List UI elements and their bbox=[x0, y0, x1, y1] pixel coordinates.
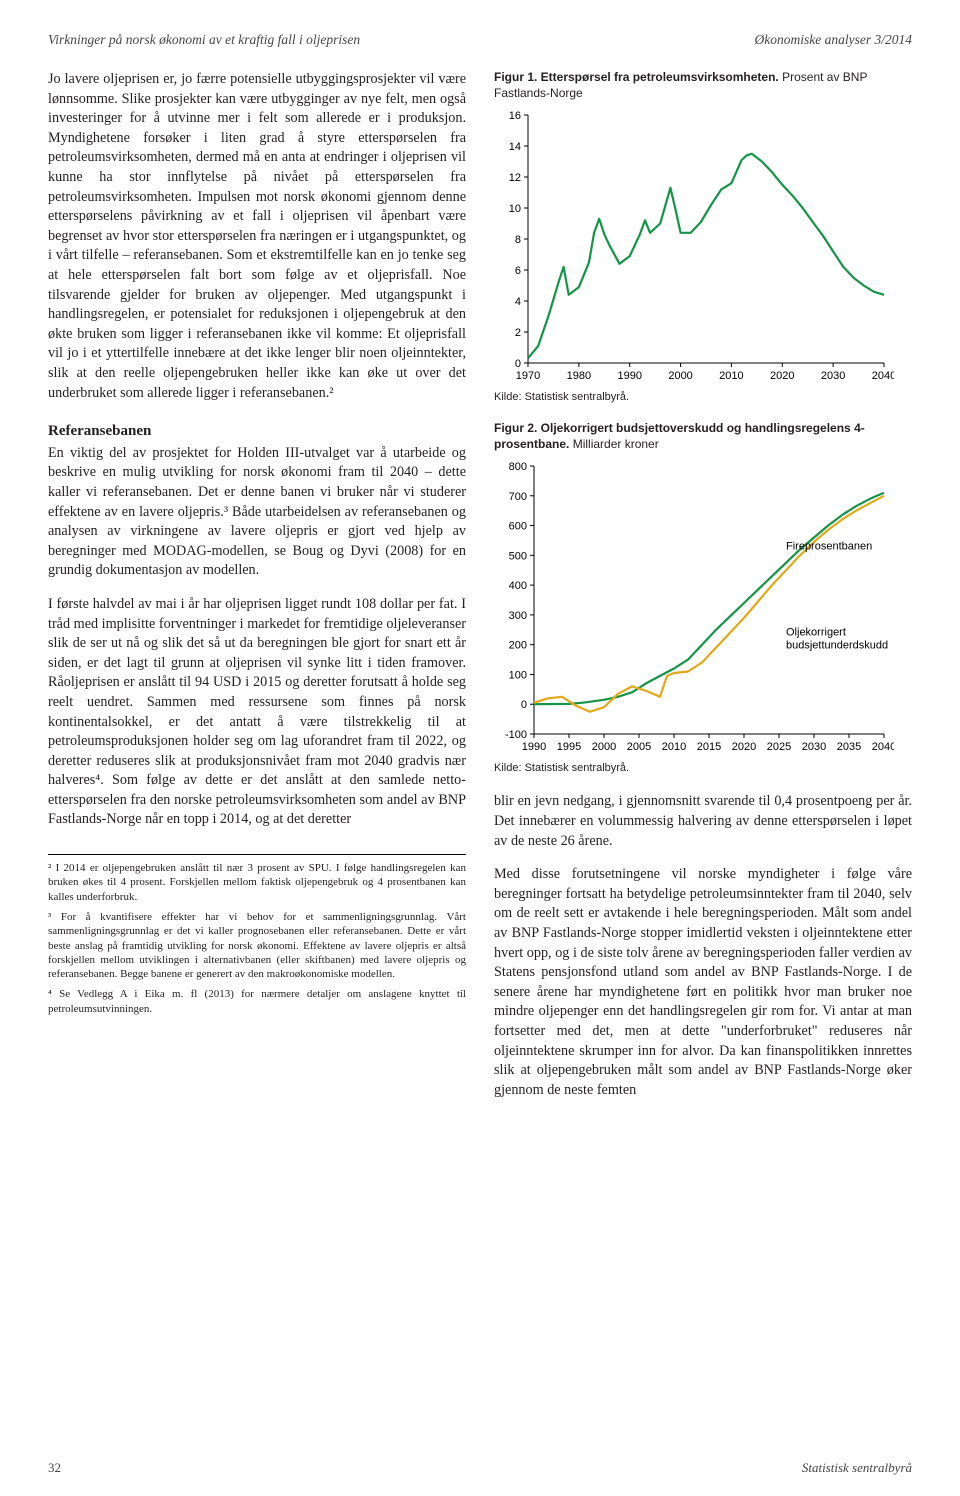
svg-text:600: 600 bbox=[509, 521, 527, 533]
svg-text:12: 12 bbox=[509, 172, 521, 184]
svg-text:8: 8 bbox=[515, 234, 521, 246]
svg-text:2000: 2000 bbox=[668, 370, 692, 382]
svg-text:Oljekorrigert: Oljekorrigert bbox=[786, 627, 846, 639]
figure-1-source: Kilde: Statistisk sentralbyrå. bbox=[494, 391, 912, 403]
svg-text:2020: 2020 bbox=[732, 741, 756, 753]
svg-text:700: 700 bbox=[509, 491, 527, 503]
two-column-layout: Jo lavere oljeprisen er, jo færre potens… bbox=[48, 70, 912, 1100]
svg-text:400: 400 bbox=[509, 580, 527, 592]
svg-text:14: 14 bbox=[509, 141, 521, 153]
svg-text:10: 10 bbox=[509, 203, 521, 215]
figure-1-chart: 0 2 4 6 8 10 12 14 16 1970 1980 1990 2000 2010 2020 203… bbox=[494, 107, 894, 387]
svg-text:4: 4 bbox=[515, 296, 521, 308]
svg-text:Fireprosentbanen: Fireprosentbanen bbox=[786, 541, 872, 553]
svg-text:budsjettunderdskudd: budsjettunderdskudd bbox=[786, 640, 888, 652]
svg-text:800: 800 bbox=[509, 461, 527, 473]
svg-text:2040: 2040 bbox=[872, 370, 894, 382]
figure-1-title: Figur 1. Etterspørsel fra petroleumsvirk… bbox=[494, 70, 912, 101]
svg-text:2010: 2010 bbox=[662, 741, 686, 753]
svg-text:500: 500 bbox=[509, 551, 527, 563]
svg-text:16: 16 bbox=[509, 110, 521, 122]
svg-text:2: 2 bbox=[515, 327, 521, 339]
footnote-2: ² I 2014 er oljepengebruken anslått til … bbox=[48, 861, 466, 904]
svg-text:2030: 2030 bbox=[821, 370, 845, 382]
body-para-r1: blir en jevn nedgang, i gjennomsnitt sva… bbox=[494, 792, 912, 851]
body-para-3: I første halvdel av mai i år har oljepri… bbox=[48, 595, 466, 830]
svg-text:300: 300 bbox=[509, 610, 527, 622]
svg-text:2025: 2025 bbox=[767, 741, 791, 753]
figure-2-chart: -100 0 100 200 300 400 500 600 700 800 1990 1995 200… bbox=[494, 458, 894, 758]
svg-text:-100: -100 bbox=[505, 729, 527, 741]
footnotes-block: ² I 2014 er oljepengebruken anslått til … bbox=[48, 854, 466, 1016]
running-header: Virkninger på norsk økonomi av et krafti… bbox=[48, 32, 912, 48]
body-para-2: En viktig del av prosjektet for Holden I… bbox=[48, 444, 466, 581]
svg-text:0: 0 bbox=[515, 358, 521, 370]
page-number: 32 bbox=[48, 1460, 61, 1476]
footnote-3: ³ For å kvantifisere effekter har vi beh… bbox=[48, 910, 466, 981]
svg-text:2035: 2035 bbox=[837, 741, 861, 753]
header-right: Økonomiske analyser 3/2014 bbox=[755, 32, 912, 48]
svg-text:2020: 2020 bbox=[770, 370, 794, 382]
page-footer: 32 Statistisk sentralbyrå bbox=[48, 1460, 912, 1476]
section-heading-referansebanen: Referansebanen bbox=[48, 421, 466, 442]
header-left: Virkninger på norsk økonomi av et krafti… bbox=[48, 32, 360, 48]
svg-text:1990: 1990 bbox=[522, 741, 546, 753]
body-para-1: Jo lavere oljeprisen er, jo færre potens… bbox=[48, 70, 466, 403]
svg-text:200: 200 bbox=[509, 640, 527, 652]
svg-text:2010: 2010 bbox=[719, 370, 743, 382]
svg-text:2030: 2030 bbox=[802, 741, 826, 753]
svg-text:1995: 1995 bbox=[557, 741, 581, 753]
right-column: Figur 1. Etterspørsel fra petroleumsvirk… bbox=[494, 70, 912, 1100]
svg-text:0: 0 bbox=[521, 700, 527, 712]
svg-text:2000: 2000 bbox=[592, 741, 616, 753]
svg-text:100: 100 bbox=[509, 670, 527, 682]
body-para-r2: Med disse forutsetningene vil norske myn… bbox=[494, 865, 912, 1100]
svg-text:6: 6 bbox=[515, 265, 521, 277]
svg-text:2005: 2005 bbox=[627, 741, 651, 753]
svg-text:1990: 1990 bbox=[617, 370, 641, 382]
svg-text:2040: 2040 bbox=[872, 741, 894, 753]
svg-text:1970: 1970 bbox=[516, 370, 540, 382]
svg-text:2015: 2015 bbox=[697, 741, 721, 753]
publisher-name: Statistisk sentralbyrå bbox=[802, 1460, 912, 1476]
svg-text:1980: 1980 bbox=[567, 370, 591, 382]
figure-2-title: Figur 2. Oljekorrigert budsjettoverskudd… bbox=[494, 421, 912, 452]
left-column: Jo lavere oljeprisen er, jo færre potens… bbox=[48, 70, 466, 1100]
footnote-4: ⁴ Se Vedlegg A i Eika m. fl (2013) for n… bbox=[48, 987, 466, 1016]
figure-2-source: Kilde: Statistisk sentralbyrå. bbox=[494, 762, 912, 774]
